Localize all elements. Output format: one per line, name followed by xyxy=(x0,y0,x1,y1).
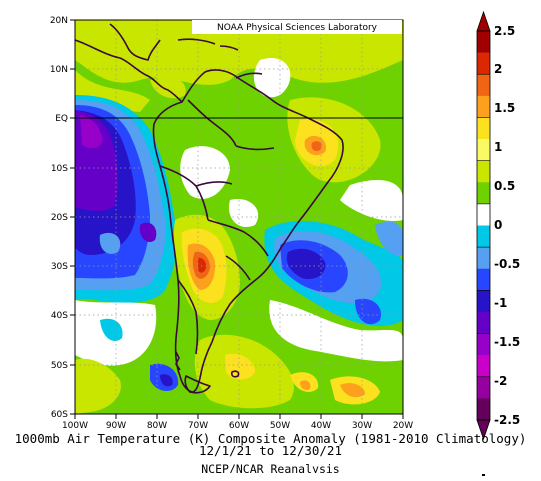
caption-dates: 12/1/21 to 12/30/21 xyxy=(199,443,342,458)
lat-label-40s: 40S xyxy=(51,311,68,321)
colorbar-top-arrow xyxy=(476,10,491,32)
colorbar-swatch xyxy=(477,31,490,53)
lat-label-60s: 60S xyxy=(51,410,68,420)
stray-mark xyxy=(482,474,485,476)
colorbar-swatch xyxy=(477,225,490,248)
anomaly-field xyxy=(75,20,403,414)
colorbar-swatch xyxy=(477,398,490,421)
colorbar xyxy=(476,10,491,441)
lat-label-20n: 20N xyxy=(50,16,68,26)
lab-label-box xyxy=(192,20,402,34)
colorbar-label: 0 xyxy=(494,218,502,232)
colorbar-swatch xyxy=(477,268,490,291)
lon-label-30w: 30W xyxy=(352,421,372,431)
lat-label-10s: 10S xyxy=(51,164,68,174)
colorbar-swatch xyxy=(477,247,490,270)
colorbar-swatch xyxy=(477,376,490,399)
colorbar-swatch xyxy=(477,355,490,378)
colorbar-label: -1.5 xyxy=(494,335,520,349)
lon-label-80w: 80W xyxy=(147,421,167,431)
colorbar-label: 1.5 xyxy=(494,101,515,115)
colorbar-swatch xyxy=(477,160,490,183)
lon-label-20w: 20W xyxy=(393,421,413,431)
lat-label-20s: 20S xyxy=(51,213,68,223)
colorbar-label: -1 xyxy=(494,296,507,310)
lon-label-90w: 90W xyxy=(106,421,126,431)
graticule xyxy=(75,20,403,414)
lon-label-50w: 50W xyxy=(270,421,290,431)
lat-label-10n: 10N xyxy=(50,65,68,75)
coastlines xyxy=(74,23,344,394)
colorbar-label: -2.5 xyxy=(494,413,520,427)
colorbar-swatch xyxy=(477,52,490,75)
colorbar-label: 0.5 xyxy=(494,179,515,193)
colorbar-swatch xyxy=(477,203,490,226)
colorbar-swatch xyxy=(477,95,490,118)
colorbar-label: -2 xyxy=(494,374,507,388)
lon-label-40w: 40W xyxy=(311,421,331,431)
colorbar-label: 2 xyxy=(494,62,502,76)
colorbar-swatch xyxy=(477,311,490,334)
colorbar-swatch xyxy=(477,182,490,205)
colorbar-labels: 2.5 2 1.5 1 0.5 0 -0.5 -1 -1.5 -2 -2.5 xyxy=(494,24,520,427)
lon-label-60w: 60W xyxy=(229,421,249,431)
lon-label-100w: 100W xyxy=(62,421,88,431)
lat-label-50s: 50S xyxy=(51,361,68,371)
colorbar-swatch xyxy=(477,117,490,140)
caption-title: 1000mb Air Temperature (K) Composite Ano… xyxy=(14,431,527,446)
lon-label-70w: 70W xyxy=(188,421,208,431)
colorbar-swatch xyxy=(477,333,490,356)
colorbar-swatch xyxy=(477,74,490,97)
caption-source: NCEP/NCAR Reanalysis xyxy=(201,463,340,473)
colorbar-swatch xyxy=(477,290,490,313)
colorbar-label: 2.5 xyxy=(494,24,515,38)
colorbar-swatch xyxy=(477,139,490,161)
lat-label-eq: EQ xyxy=(55,114,68,124)
lat-ticks xyxy=(70,19,75,415)
colorbar-label: -0.5 xyxy=(494,257,520,271)
colorbar-label: 1 xyxy=(494,140,502,154)
lab-label: NOAA Physical Sciences Laboratory xyxy=(217,23,378,33)
lon-ticks xyxy=(74,414,404,419)
lat-label-30s: 30S xyxy=(51,262,68,272)
